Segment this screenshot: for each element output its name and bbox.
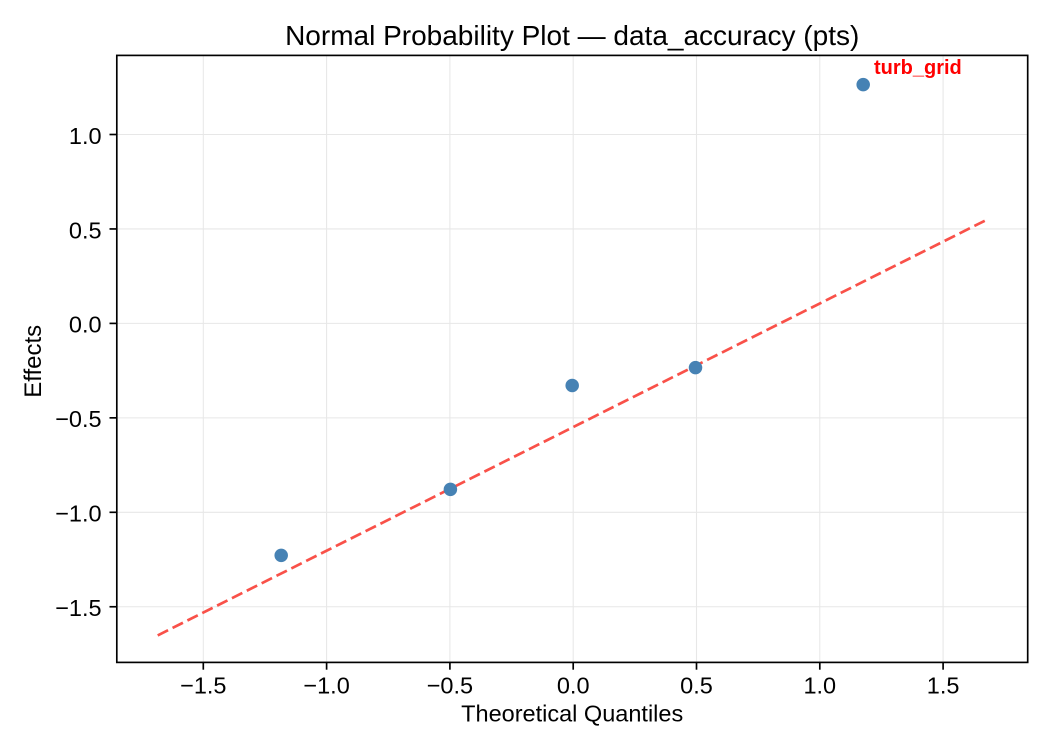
svg-text:turb_grid: turb_grid bbox=[874, 57, 962, 79]
svg-text:Theoretical Quantiles: Theoretical Quantiles bbox=[461, 701, 683, 727]
svg-text:1.0: 1.0 bbox=[69, 123, 102, 149]
svg-text:0.5: 0.5 bbox=[69, 217, 102, 243]
svg-text:1.0: 1.0 bbox=[803, 672, 836, 698]
svg-text:−1.5: −1.5 bbox=[180, 672, 226, 698]
svg-text:−0.5: −0.5 bbox=[427, 672, 473, 698]
svg-text:Effects: Effects bbox=[20, 325, 47, 398]
svg-text:0.0: 0.0 bbox=[557, 672, 590, 698]
svg-text:−0.5: −0.5 bbox=[55, 406, 101, 432]
svg-text:−1.0: −1.0 bbox=[303, 672, 349, 698]
svg-text:1.5: 1.5 bbox=[927, 672, 960, 698]
svg-text:0.0: 0.0 bbox=[69, 312, 102, 338]
svg-text:Normal Probability Plot — data: Normal Probability Plot — data_accuracy … bbox=[285, 20, 859, 51]
svg-text:0.5: 0.5 bbox=[680, 672, 713, 698]
svg-text:−1.5: −1.5 bbox=[55, 595, 101, 621]
svg-text:−1.0: −1.0 bbox=[55, 501, 101, 527]
